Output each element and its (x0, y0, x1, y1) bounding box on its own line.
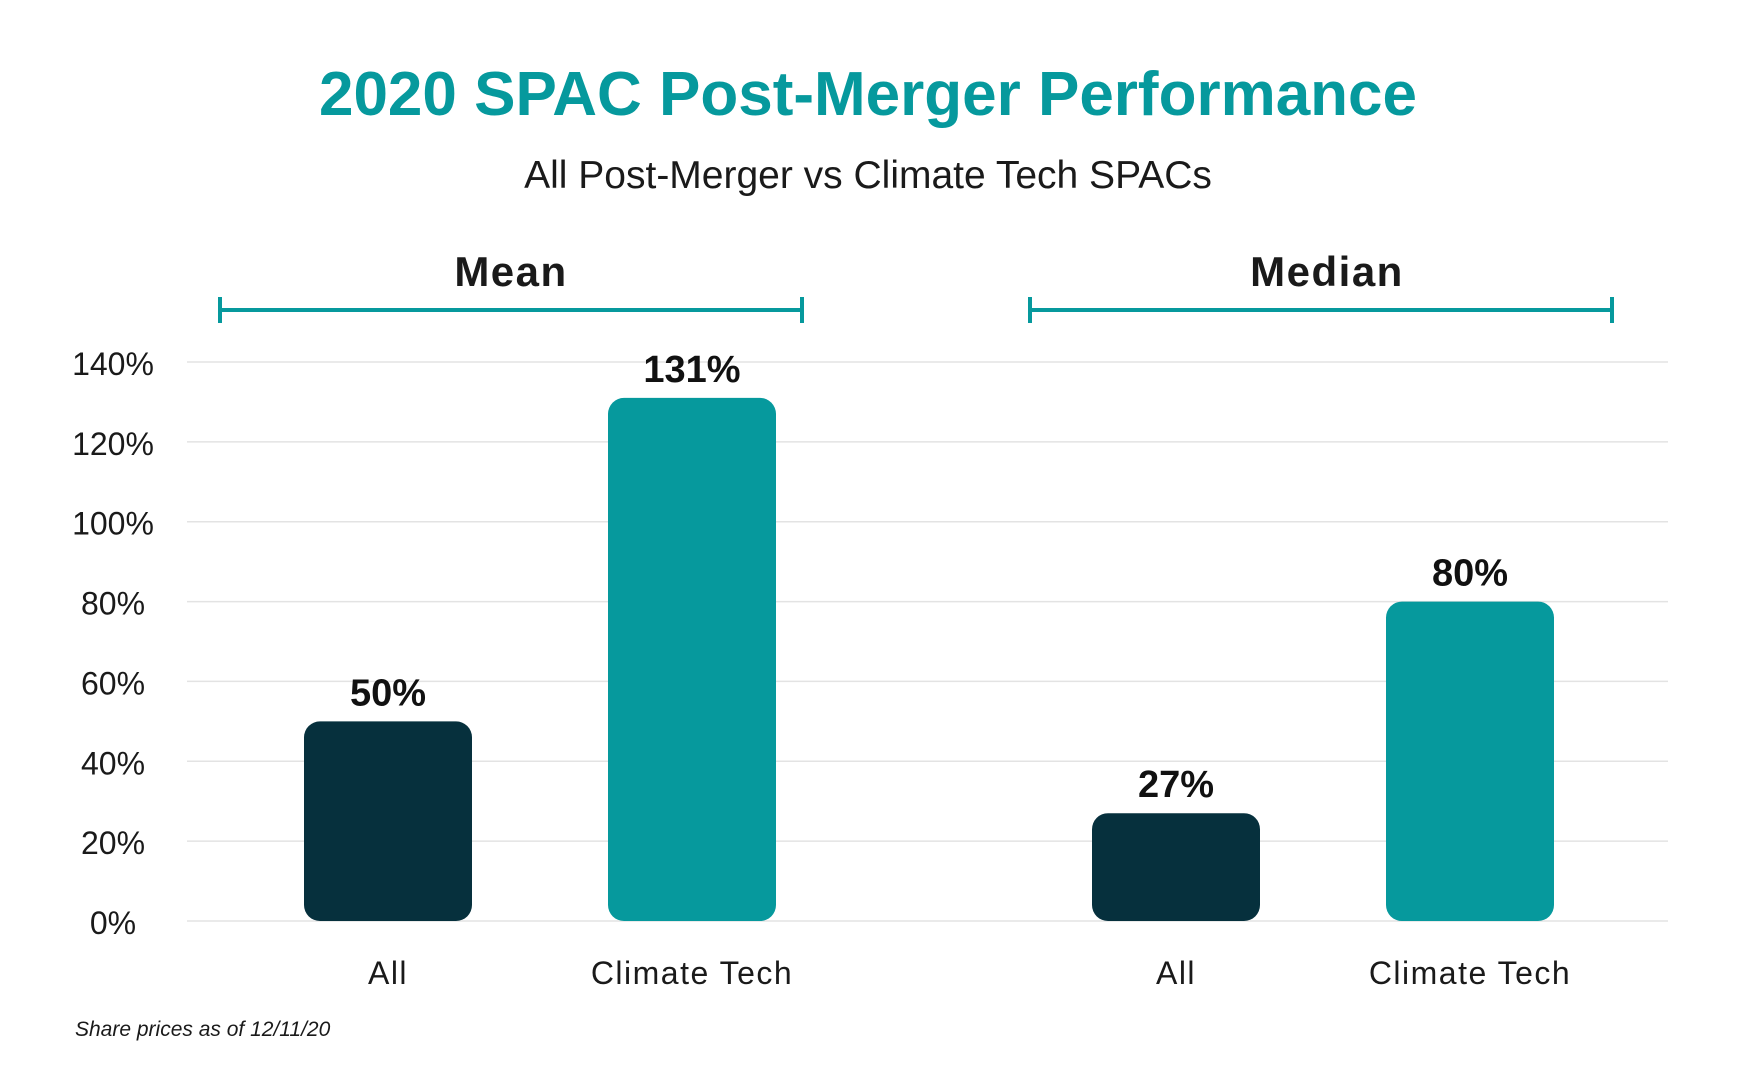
y-tick-label: 60% (81, 665, 145, 701)
bar-mean-climate-tech (608, 397, 776, 922)
y-tick-label: 140% (72, 346, 154, 382)
bars (304, 397, 1554, 922)
x-tick-label: Climate Tech (1369, 955, 1571, 991)
x-tick-label: All (368, 955, 408, 991)
data-label: 27% (1138, 764, 1214, 806)
x-tick-label: Climate Tech (591, 955, 793, 991)
y-tick-label: 20% (81, 825, 145, 861)
bar-median-all (1092, 813, 1260, 921)
group-brackets: Mean Median (218, 248, 1614, 323)
data-label: 80% (1432, 553, 1508, 595)
y-tick-label: 0% (90, 905, 136, 941)
y-tick-label: 40% (81, 745, 145, 781)
chart-title: 2020 SPAC Post-Merger Performance (319, 60, 1417, 129)
data-label: 50% (350, 672, 426, 714)
y-tick-label: 100% (72, 506, 154, 542)
y-tick-label: 120% (72, 426, 154, 462)
bar-mean-all (304, 721, 472, 921)
data-label: 131% (643, 349, 740, 391)
group-title-median: Median (1250, 248, 1404, 295)
chart-subtitle: All Post-Merger vs Climate Tech SPACs (524, 154, 1212, 197)
bar-median-climate-tech (1386, 601, 1554, 921)
x-tick-label: All (1156, 955, 1196, 991)
y-tick-labels: 0% 20% 40% 60% 80% 100% 120% 140% (72, 346, 154, 941)
group-title-mean: Mean (454, 248, 567, 295)
x-tick-labels: All Climate Tech All Climate Tech (368, 955, 1571, 991)
data-labels: 50% 131% 27% 80% (350, 349, 1508, 806)
y-tick-label: 80% (81, 586, 145, 622)
chart-footnote: Share prices as of 12/11/20 (75, 1018, 331, 1041)
